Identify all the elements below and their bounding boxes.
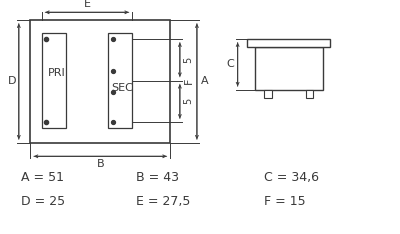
- Bar: [255, 47, 323, 90]
- Text: 5: 5: [184, 98, 194, 105]
- Text: B = 43: B = 43: [136, 172, 179, 184]
- Text: D: D: [8, 77, 16, 87]
- Bar: [306, 90, 314, 98]
- Text: C = 34,6: C = 34,6: [264, 172, 319, 184]
- Text: E = 27,5: E = 27,5: [136, 195, 191, 208]
- Bar: [108, 33, 132, 128]
- Text: E: E: [84, 0, 90, 9]
- Bar: [42, 33, 66, 128]
- Text: SEC: SEC: [111, 83, 133, 93]
- Bar: [247, 39, 330, 47]
- Bar: [30, 20, 170, 143]
- Text: F: F: [184, 77, 194, 84]
- Text: 5: 5: [184, 57, 194, 63]
- Text: D = 25: D = 25: [21, 195, 65, 208]
- Text: PRI: PRI: [48, 68, 66, 78]
- Bar: [264, 90, 272, 98]
- Text: A = 51: A = 51: [21, 172, 64, 184]
- Text: B: B: [96, 159, 104, 169]
- Text: C: C: [226, 59, 234, 69]
- Text: F = 15: F = 15: [264, 195, 306, 208]
- Text: A: A: [201, 77, 208, 87]
